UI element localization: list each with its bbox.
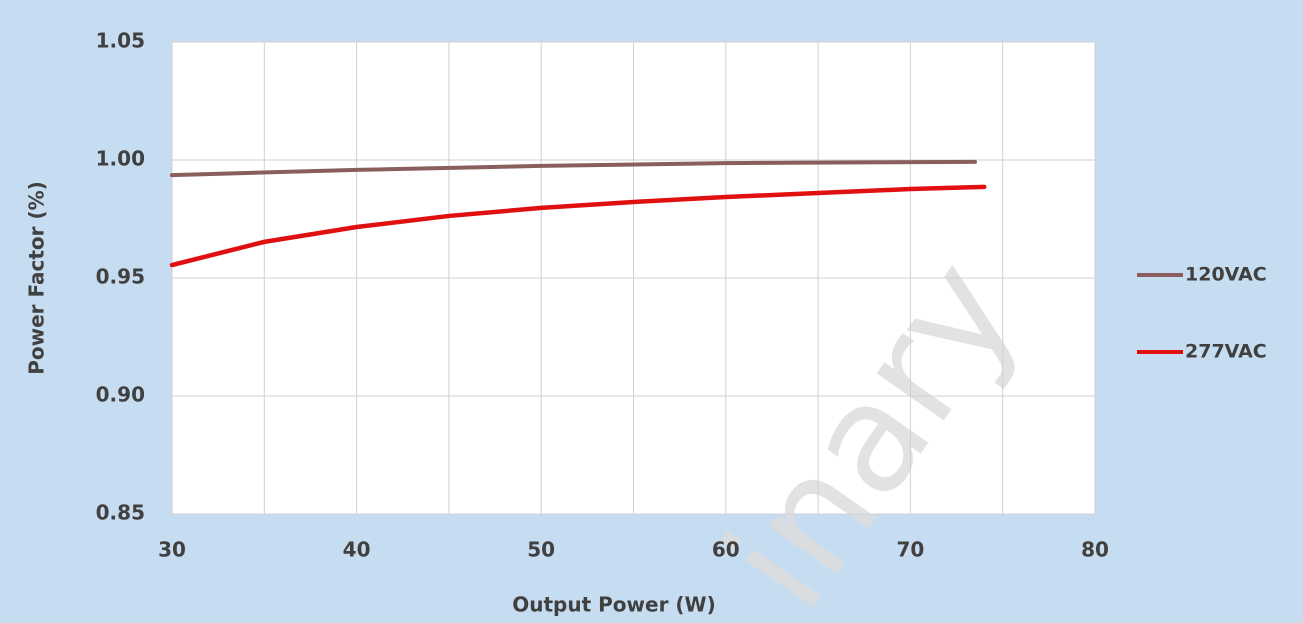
y-tick-label: 0.90 (96, 383, 145, 407)
x-tick-label: 30 (158, 538, 186, 562)
y-tick-label: 1.05 (96, 29, 145, 53)
series-line (169, 184, 987, 268)
x-tick-label: 40 (343, 538, 371, 562)
x-tick-label: 60 (712, 538, 740, 562)
x-tick-label: 70 (896, 538, 924, 562)
x-tick-label: 80 (1081, 538, 1109, 562)
x-tick-label: 50 (527, 538, 555, 562)
y-tick-label: 0.85 (96, 501, 145, 525)
y-tick-label: 1.00 (96, 147, 145, 171)
x-axis-label: Output Power (W) (512, 593, 716, 617)
series-line (170, 159, 978, 178)
legend-label: 277VAC (1185, 341, 1267, 363)
y-tick-label: 0.95 (96, 265, 145, 289)
y-axis-label: Power Factor (%) (25, 181, 49, 375)
legend-label: 120VAC (1185, 264, 1267, 286)
